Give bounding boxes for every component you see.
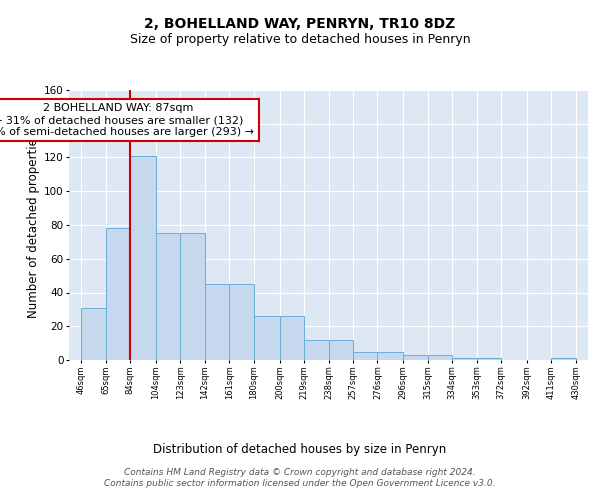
Bar xyxy=(106,228,130,360)
Bar xyxy=(377,352,403,360)
Bar xyxy=(428,355,452,360)
Bar xyxy=(551,358,576,360)
Bar xyxy=(156,234,181,360)
Text: Distribution of detached houses by size in Penryn: Distribution of detached houses by size … xyxy=(154,442,446,456)
Bar xyxy=(81,308,106,360)
Bar xyxy=(476,358,501,360)
Bar xyxy=(280,316,304,360)
Text: 2 BOHELLAND WAY: 87sqm
← 31% of detached houses are smaller (132)
68% of semi-de: 2 BOHELLAND WAY: 87sqm ← 31% of detached… xyxy=(0,104,254,136)
Bar xyxy=(254,316,280,360)
Bar xyxy=(329,340,353,360)
Bar xyxy=(452,358,476,360)
Text: Size of property relative to detached houses in Penryn: Size of property relative to detached ho… xyxy=(130,32,470,46)
Text: Contains HM Land Registry data © Crown copyright and database right 2024.
Contai: Contains HM Land Registry data © Crown c… xyxy=(104,468,496,487)
Y-axis label: Number of detached properties: Number of detached properties xyxy=(26,132,40,318)
Bar xyxy=(403,355,428,360)
Text: 2, BOHELLAND WAY, PENRYN, TR10 8DZ: 2, BOHELLAND WAY, PENRYN, TR10 8DZ xyxy=(145,18,455,32)
Bar xyxy=(353,352,377,360)
Bar xyxy=(304,340,329,360)
Bar xyxy=(181,234,205,360)
Bar xyxy=(229,284,254,360)
Bar xyxy=(130,156,156,360)
Bar xyxy=(205,284,229,360)
